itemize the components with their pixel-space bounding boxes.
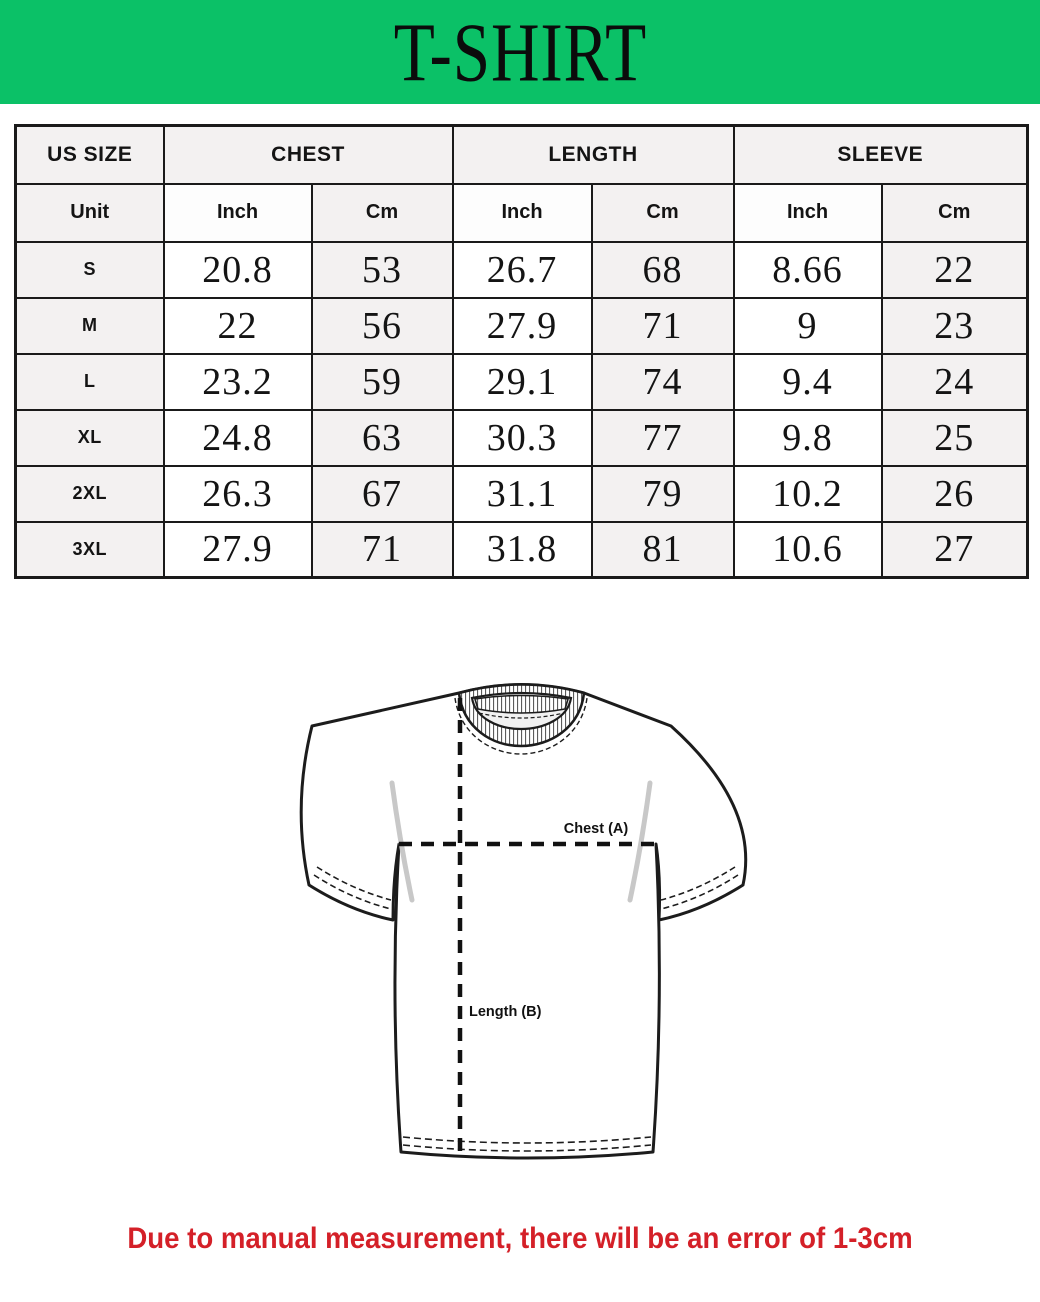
header-length: LENGTH [451,124,735,185]
table-row-xl: XL 24.8 63 30.3 77 9.8 25 [14,408,1029,467]
value-cell: 24 [880,352,1029,411]
size-label: 2XL [14,464,165,523]
value-cell: 8.66 [732,240,883,299]
value-cell: 26.3 [162,464,313,523]
unit-length-cm: Cm [590,182,735,243]
table-row-3xl: 3XL 27.9 71 31.8 81 10.6 27 [14,520,1029,579]
value-cell: 10.6 [732,520,883,579]
table-row-m: M 22 56 27.9 71 9 23 [14,296,1029,355]
unit-chest-cm: Cm [310,182,454,243]
size-label: M [14,296,165,355]
bottom-hem-stitch [402,1136,652,1144]
value-cell: 71 [310,520,454,579]
back-neck-band [473,694,570,714]
value-cell: 59 [310,352,454,411]
value-cell: 24.8 [162,408,313,467]
right-sleeve-stitch [660,874,739,910]
value-cell: 25 [880,408,1029,467]
value-cell: 31.1 [451,464,593,523]
header-sleeve: SLEEVE [732,124,1029,185]
header-us-size: US SIZE [14,124,165,185]
value-cell: 31.8 [451,520,593,579]
value-cell: 67 [310,464,454,523]
page-title: T-SHIRT [393,6,647,99]
tshirt-flat-drawing: Chest (A) Length (B) [299,683,748,1160]
right-crease-line [627,780,653,903]
table-row-s: S 20.8 53 26.7 68 8.66 22 [14,240,1029,299]
value-cell: 27 [880,520,1029,579]
value-cell: 56 [310,296,454,355]
size-label: S [14,240,165,299]
value-cell: 9 [732,296,883,355]
value-cell: 26 [880,464,1029,523]
table-header-row: US SIZE CHEST LENGTH SLEEVE [14,124,1029,185]
value-cell: 26.7 [451,240,593,299]
value-cell: 68 [590,240,735,299]
value-cell: 10.2 [732,464,883,523]
table-row-l: L 23.2 59 29.1 74 9.4 24 [14,352,1029,411]
value-cell: 23 [880,296,1029,355]
chest-measure-label: Chest (A) [564,821,629,837]
table-unit-row: Unit Inch Cm Inch Cm Inch Cm [14,182,1029,243]
unit-length-inch: Inch [451,182,593,243]
back-neck-stitch [478,712,565,719]
value-cell: 81 [590,520,735,579]
value-cell: 79 [590,464,735,523]
size-label: XL [14,408,165,467]
unit-label: Unit [14,182,165,243]
value-cell: 53 [310,240,454,299]
bottom-hem-stitch [402,1144,652,1152]
value-cell: 9.8 [732,408,883,467]
value-cell: 27.9 [451,296,593,355]
unit-sleeve-cm: Cm [880,182,1029,243]
left-sleeve-stitch [316,866,392,901]
left-sleeve-stitch [313,874,392,910]
header-chest: CHEST [162,124,454,185]
value-cell: 29.1 [451,352,593,411]
value-cell: 77 [590,408,735,467]
size-label: 3XL [14,520,165,579]
value-cell: 30.3 [451,408,593,467]
tshirt-body-outline [299,683,748,1160]
value-cell: 23.2 [162,352,313,411]
value-cell: 22 [880,240,1029,299]
title-banner: T-SHIRT [0,0,1040,104]
size-label: L [14,352,165,411]
unit-sleeve-inch: Inch [732,182,883,243]
value-cell: 9.4 [732,352,883,411]
size-chart-table: US SIZE CHEST LENGTH SLEEVE Unit Inch Cm… [14,124,1030,579]
value-cell: 63 [310,408,454,467]
unit-chest-inch: Inch [162,182,313,243]
measurement-disclaimer: Due to manual measurement, there will be… [127,1222,913,1255]
right-sleeve-stitch [660,866,736,901]
value-cell: 74 [590,352,735,411]
value-cell: 71 [590,296,735,355]
tshirt-diagram: Chest (A) Length (B) [288,668,752,1172]
value-cell: 20.8 [162,240,313,299]
length-measure-label: Length (B) [469,1004,542,1020]
value-cell: 27.9 [162,520,313,579]
table-row-2xl: 2XL 26.3 67 31.1 79 10.2 26 [14,464,1029,523]
value-cell: 22 [162,296,313,355]
